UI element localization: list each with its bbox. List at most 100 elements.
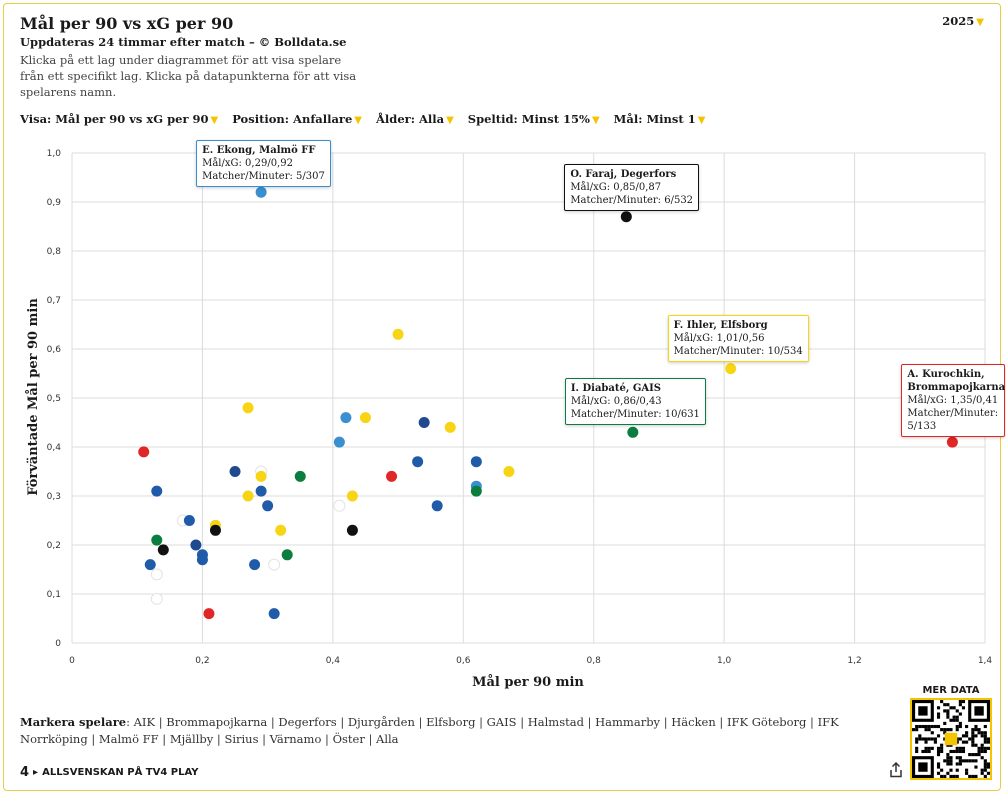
qr-code-icon[interactable]: [910, 698, 992, 780]
player-name: F. Ihler, Elfsborg: [673, 319, 768, 331]
data-point[interactable]: [281, 549, 293, 561]
x-tick-label: 0: [69, 656, 75, 666]
data-point[interactable]: [470, 456, 482, 468]
team-filter-värnamo[interactable]: Värnamo: [269, 732, 322, 746]
footer-text[interactable]: ALLSVENSKAN PÅ TV4 PLAY: [42, 767, 199, 778]
data-point[interactable]: [503, 466, 515, 477]
data-point[interactable]: [144, 559, 156, 571]
player-goals-xg: Mål/xG: 1,35/0,41: [907, 395, 999, 407]
y-tick-label: 1,0: [47, 149, 62, 159]
team-filter-ifk-göteborg[interactable]: IFK Göteborg: [726, 715, 807, 729]
team-filter-list: Markera spelare: AIK | Brommapojkarna | …: [20, 715, 839, 746]
data-point[interactable]: [242, 490, 254, 502]
data-point[interactable]: [346, 490, 358, 502]
data-point[interactable]: [255, 485, 267, 497]
data-point[interactable]: [209, 524, 221, 536]
data-point[interactable]: [183, 515, 195, 526]
filter-speltid[interactable]: Speltid: Minst 15% ▼: [468, 112, 600, 126]
team-filter-malmö-ff[interactable]: Malmö FF: [98, 732, 159, 746]
team-filter-brommapojkarna[interactable]: Brommapojkarna: [166, 715, 268, 729]
filter-label: Ålder:: [375, 112, 415, 126]
player-name: E. Ekong, Malmö FF: [202, 145, 316, 157]
data-point[interactable]: [386, 470, 398, 482]
tv4-logo: 4: [20, 765, 30, 780]
team-filter-degerfors[interactable]: Degerfors: [278, 715, 337, 729]
data-point[interactable]: [203, 608, 215, 620]
player-matches-minutes: Matcher/Minuter: 5/133: [907, 408, 999, 433]
y-axis-label: Förväntade Mål per 90 min: [25, 298, 41, 496]
data-point[interactable]: [268, 608, 280, 620]
filter-value: Anfallare: [293, 112, 353, 126]
filter-visa[interactable]: Visa: Mål per 90 vs xG per 90 ▼: [20, 112, 218, 126]
qr-title: MER DATA: [922, 685, 980, 696]
team-filter-mjällby[interactable]: Mjällby: [169, 732, 214, 746]
player-matches-minutes: Matcher/Minuter: 5/307: [202, 171, 325, 183]
data-points: [138, 186, 958, 620]
data-point[interactable]: [255, 470, 267, 482]
data-point[interactable]: [190, 539, 202, 551]
data-point[interactable]: [150, 592, 163, 605]
team-filter-öster[interactable]: Öster: [332, 732, 365, 746]
data-point[interactable]: [138, 446, 150, 458]
y-tick-label: 0,1: [47, 590, 61, 600]
data-point[interactable]: [255, 186, 267, 198]
data-point[interactable]: [249, 559, 261, 571]
data-point[interactable]: [196, 554, 208, 566]
axis-ticks: 0 0,2 0,4 0,6 0,8 1,0 1,2 1,4 0 0,1 0,2 0,3 0,4 0,5 0,…: [47, 149, 993, 666]
player-goals-xg: Mål/xG: 0,85/0,87: [570, 181, 662, 193]
data-point[interactable]: [444, 421, 456, 433]
data-point[interactable]: [268, 558, 281, 571]
data-point[interactable]: [229, 466, 241, 477]
data-point[interactable]: [275, 524, 287, 536]
team-filter-häcken[interactable]: Häcken: [671, 715, 716, 729]
data-point[interactable]: [262, 500, 274, 512]
data-point[interactable]: [412, 456, 424, 468]
chevron-down-icon: ▼: [591, 115, 600, 126]
data-point[interactable]: [470, 485, 482, 497]
x-tick-label: 0,8: [587, 656, 602, 666]
data-point[interactable]: [392, 328, 404, 340]
play-icon: ▸: [33, 767, 39, 778]
data-point[interactable]: [151, 485, 163, 497]
y-tick-label: 0,2: [47, 541, 61, 551]
player-matches-minutes: Matcher/Minuter: 10/631: [570, 409, 700, 421]
data-point[interactable]: [346, 524, 358, 536]
team-filter-sirius[interactable]: Sirius: [224, 732, 259, 746]
chevron-down-icon: ▼: [697, 115, 706, 126]
markera-label: Markera spelare: [20, 715, 127, 729]
data-point[interactable]: [150, 568, 163, 581]
data-point[interactable]: [418, 417, 430, 428]
data-point[interactable]: [620, 211, 632, 223]
filter-position[interactable]: Position: Anfallare ▼: [232, 112, 362, 126]
data-point[interactable]: [151, 534, 163, 546]
data-point[interactable]: [946, 436, 958, 448]
team-filter-alla[interactable]: Alla: [376, 732, 399, 746]
data-point[interactable]: [157, 544, 169, 556]
team-filter-hammarby[interactable]: Hammarby: [595, 715, 661, 729]
team-filter-ifk-norrköping[interactable]: IFK Norrköping: [20, 715, 839, 746]
x-axis-label: Mål per 90 min: [472, 674, 584, 690]
share-icon[interactable]: [888, 762, 904, 778]
data-point[interactable]: [333, 436, 345, 448]
player-tooltip: A. Kurochkin, Brommapojkarna Mål/xG: 1,35…: [901, 364, 1006, 438]
filter-value: Mål per 90 vs xG per 90: [55, 112, 209, 126]
team-filter-gais[interactable]: GAIS: [486, 715, 517, 729]
data-point[interactable]: [294, 470, 306, 482]
team-filter-halmstad[interactable]: Halmstad: [527, 715, 584, 729]
team-filter-djurgården[interactable]: Djurgården: [347, 715, 415, 729]
team-filter-aik[interactable]: AIK: [133, 715, 156, 729]
year-selector[interactable]: 2025 ▼: [942, 14, 984, 28]
x-tick-label: 0,6: [456, 656, 471, 666]
data-point[interactable]: [627, 426, 639, 438]
data-point[interactable]: [725, 363, 737, 375]
player-name: O. Faraj, Degerfors: [570, 168, 677, 180]
grid-lines: [71, 152, 986, 644]
data-point[interactable]: [242, 402, 254, 414]
filter-mal[interactable]: Mål: Minst 1 ▼: [614, 112, 706, 126]
data-point[interactable]: [340, 412, 352, 424]
data-point[interactable]: [431, 500, 443, 512]
team-filter-elfsborg[interactable]: Elfsborg: [426, 715, 476, 729]
filter-alder[interactable]: Ålder: Alla ▼: [376, 112, 454, 126]
data-point[interactable]: [333, 499, 346, 512]
data-point[interactable]: [359, 412, 371, 424]
